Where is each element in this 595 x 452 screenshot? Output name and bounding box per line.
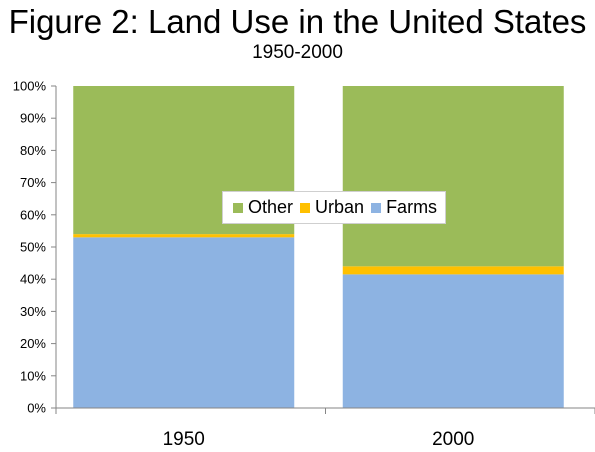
chart-subtitle: 1950-2000 (252, 42, 343, 63)
chart-title: Figure 2: Land Use in the United States (8, 3, 587, 40)
legend-swatch-other (233, 202, 243, 213)
y-tick-label: 70% (20, 175, 46, 190)
legend-label-urban: Urban (315, 197, 365, 217)
bar-other-2000 (342, 86, 564, 267)
legend-label-farms: Farms (386, 197, 438, 217)
bar-farms-1950 (73, 237, 295, 408)
x-tick-label-1950: 1950 (163, 429, 205, 450)
y-tick-label: 50% (20, 240, 46, 255)
legend-swatch-urban (300, 202, 311, 213)
y-tick-label: 0% (27, 401, 46, 416)
chart-legend: Other Urban Farms (222, 191, 447, 224)
y-tick-label: 100% (13, 79, 47, 94)
bar-farms-2000 (342, 274, 564, 408)
legend-item-urban: Urban (300, 197, 364, 218)
x-tick-label-2000: 2000 (432, 429, 474, 450)
y-tick-label: 10% (20, 368, 46, 383)
legend-item-other: Other (233, 197, 293, 218)
y-tick-label: 80% (20, 143, 46, 158)
bar-urban-2000 (342, 266, 564, 275)
y-tick-label: 90% (20, 111, 46, 126)
y-tick-label: 30% (20, 304, 46, 319)
y-tick-label: 60% (20, 207, 46, 222)
legend-label-other: Other (248, 197, 294, 217)
legend-item-farms: Farms (371, 197, 437, 218)
bar-urban-1950 (73, 234, 295, 238)
y-tick-label: 20% (20, 336, 46, 351)
y-tick-label: 40% (20, 272, 46, 287)
legend-swatch-farms (371, 202, 382, 213)
